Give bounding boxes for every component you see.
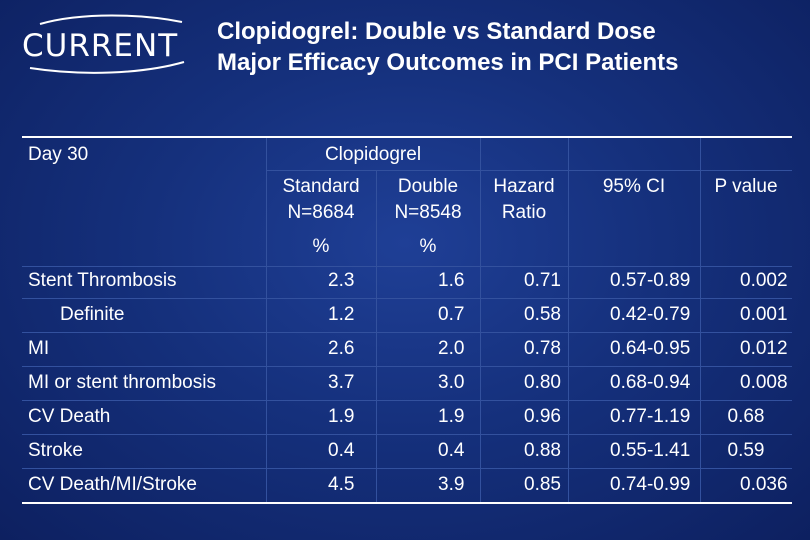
row-label: Definite	[60, 304, 125, 325]
swoosh-icon	[29, 14, 185, 74]
header-double-n: N=8548	[394, 202, 462, 223]
header-double: Double	[397, 176, 459, 197]
cell-p: 0.002	[740, 270, 788, 291]
cell-standard: 2.6	[328, 338, 355, 359]
cell-standard: 2.3	[328, 270, 355, 291]
header-hazard: Hazard	[493, 176, 555, 197]
cell-p: 0.68	[727, 406, 765, 427]
table-header: Day 30 Clopidogrel Standard N=8684 Doubl…	[22, 136, 792, 267]
title-line-1: Clopidogrel: Double vs Standard Dose	[217, 18, 656, 45]
cell-standard: 3.7	[328, 372, 355, 393]
cell-double: 1.9	[438, 406, 465, 427]
table-row: MI or stent thrombosis 3.7 3.0 0.80 0.68-0.9…	[22, 366, 792, 401]
cell-hr: 0.58	[524, 304, 561, 325]
header-standard: Standard	[282, 176, 360, 197]
title-line-2: Major Efficacy Outcomes in PCI Patients	[217, 49, 679, 76]
cell-hr: 0.85	[524, 474, 561, 495]
current-logo: CURRENT	[22, 14, 187, 76]
header-pct-standard: %	[312, 236, 330, 257]
header-pct-double: %	[419, 236, 437, 257]
cell-double: 2.0	[438, 338, 465, 359]
cell-p: 0.008	[740, 372, 788, 393]
cell-ci: 0.68-0.94	[610, 372, 691, 393]
cell-hr: 0.88	[524, 440, 561, 461]
cell-double: 0.7	[438, 304, 465, 325]
header-ci: 95% CI	[602, 176, 666, 197]
table-row: CV Death/MI/Stroke 4.5 3.9 0.85 0.74-0.99 0.0…	[22, 468, 792, 503]
header-standard-n: N=8684	[287, 202, 355, 223]
cell-double: 0.4	[438, 440, 465, 461]
cell-double: 3.0	[438, 372, 465, 393]
row-label: MI or stent thrombosis	[28, 372, 216, 393]
header-p: P value	[714, 176, 778, 197]
cell-double: 3.9	[438, 474, 465, 495]
table-row: MI 2.6 2.0 0.78 0.64-0.95 0.012	[22, 332, 792, 367]
header-group: Clopidogrel	[324, 144, 422, 165]
cell-ci: 0.57-0.89	[610, 270, 691, 291]
cell-ci: 0.77-1.19	[610, 406, 691, 427]
cell-hr: 0.71	[524, 270, 561, 291]
table-row: CV Death 1.9 1.9 0.96 0.77-1.19 0.68	[22, 400, 792, 435]
cell-ci: 0.74-0.99	[610, 474, 691, 495]
table-row: Definite 1.2 0.7 0.58 0.42-0.79 0.001	[22, 298, 792, 333]
cell-standard: 1.9	[328, 406, 355, 427]
cell-p: 0.001	[740, 304, 788, 325]
cell-standard: 1.2	[328, 304, 355, 325]
row-label: CV Death	[28, 406, 111, 427]
slide-title: Clopidogrel: Double vs Standard Dose Maj…	[217, 16, 678, 78]
cell-p: 0.59	[727, 440, 765, 461]
cell-hr: 0.80	[524, 372, 561, 393]
logo-text: CURRENT	[22, 28, 179, 64]
cell-hr: 0.78	[524, 338, 561, 359]
row-label: Stroke	[28, 440, 83, 461]
cell-standard: 0.4	[328, 440, 355, 461]
cell-hr: 0.96	[524, 406, 561, 427]
cell-p: 0.036	[740, 474, 788, 495]
row-label: MI	[28, 338, 50, 359]
cell-ci: 0.42-0.79	[610, 304, 691, 325]
cell-standard: 4.5	[328, 474, 355, 495]
cell-ci: 0.64-0.95	[610, 338, 691, 359]
table-row: Stroke 0.4 0.4 0.88 0.55-1.41 0.59	[22, 434, 792, 469]
cell-double: 1.6	[438, 270, 465, 291]
cell-p: 0.012	[740, 338, 788, 359]
header-day: Day 30	[28, 144, 89, 165]
cell-ci: 0.55-1.41	[610, 440, 691, 461]
row-label: CV Death/MI/Stroke	[28, 474, 197, 495]
header-ratio: Ratio	[501, 202, 547, 223]
table-row: Stent Thrombosis 2.3 1.6 0.71 0.57-0.89 0.002	[22, 264, 792, 299]
table-bottom-rule	[22, 502, 792, 504]
row-label: Stent Thrombosis	[28, 270, 177, 291]
